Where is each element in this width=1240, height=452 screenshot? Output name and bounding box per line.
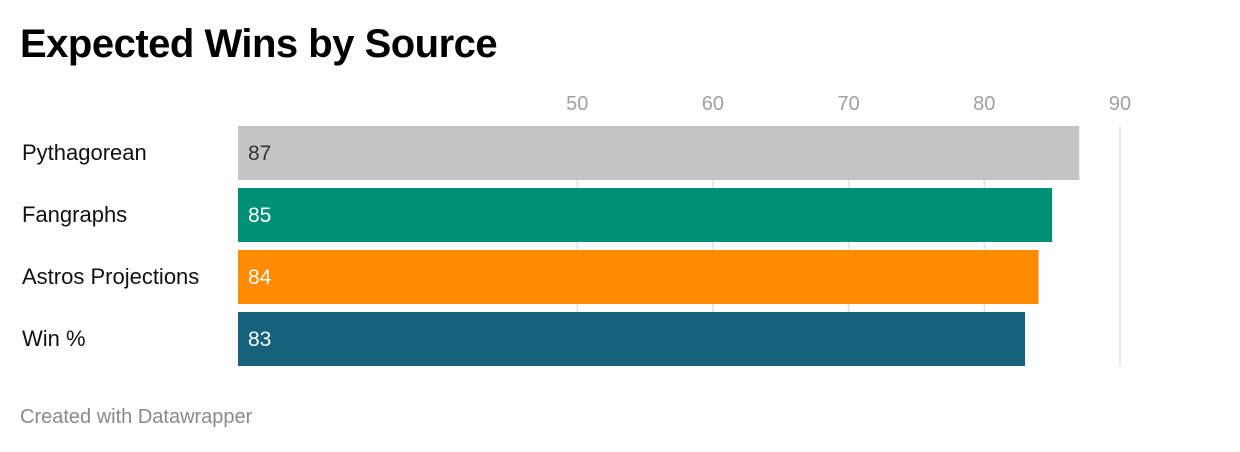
tick-label-80: 80: [973, 93, 995, 115]
x-axis-ticks: 50 60 70 80 90: [566, 93, 1131, 115]
category-label-win: Win %: [22, 326, 86, 351]
credit-footer: Created with Datawrapper: [20, 406, 253, 428]
bar-astros-projections: [238, 250, 1039, 304]
value-label-win: 83: [248, 328, 271, 351]
category-label-fangraphs: Fangraphs: [22, 202, 127, 227]
bars: 87 85 84 83: [238, 126, 1080, 366]
tick-label-70: 70: [837, 93, 859, 115]
value-label-fangraphs: 85: [248, 204, 271, 227]
tick-label-60: 60: [702, 93, 724, 115]
bar-win: [238, 312, 1026, 366]
bar-fangraphs: [238, 188, 1053, 242]
value-label-astros-projections: 84: [248, 266, 272, 289]
chart-title: Expected Wins by Source: [20, 22, 498, 66]
tick-label-90: 90: [1109, 93, 1131, 115]
bar-pythagorean: [238, 126, 1080, 180]
bar-chart: 50 60 70 80 90 87 85 84 83 Pythagorean Fangraphs…: [22, 93, 1131, 366]
category-label-astros-projections: Astros Projections: [22, 264, 199, 289]
value-label-pythagorean: 87: [248, 142, 271, 165]
tick-label-50: 50: [566, 93, 588, 115]
category-labels: Pythagorean Fangraphs Astros Projections Wi…: [22, 140, 199, 351]
category-label-pythagorean: Pythagorean: [22, 140, 147, 165]
